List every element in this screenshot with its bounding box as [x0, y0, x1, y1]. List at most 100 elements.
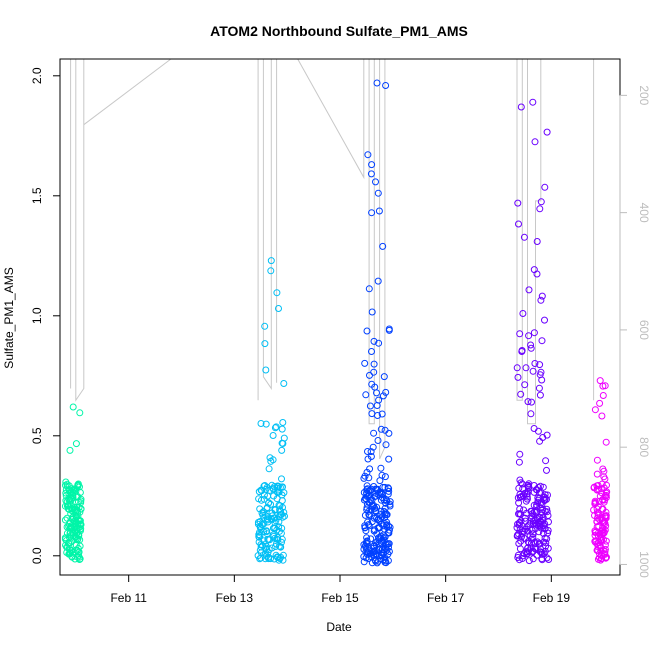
data-point	[276, 555, 284, 562]
data-point	[76, 542, 84, 550]
data-point	[523, 548, 531, 556]
data-point	[72, 487, 80, 495]
data-point	[266, 454, 274, 462]
data-point	[272, 517, 280, 525]
data-point	[278, 446, 286, 454]
data-point	[265, 465, 273, 473]
y2-tick-label: 800	[637, 437, 650, 457]
data-point	[379, 483, 387, 491]
data-point	[376, 477, 384, 485]
data-point	[530, 329, 538, 337]
data-point	[527, 344, 535, 352]
data-point	[534, 498, 542, 506]
data-point	[367, 448, 375, 456]
data-point	[380, 496, 388, 504]
data-point	[378, 410, 386, 418]
data-point	[261, 482, 269, 489]
data-point	[516, 510, 524, 518]
data-point-max	[69, 403, 77, 411]
data-point	[533, 270, 541, 278]
data-point	[385, 487, 393, 495]
data-point	[591, 497, 599, 505]
data-point-max	[373, 79, 381, 87]
data-point	[69, 515, 77, 523]
data-point	[271, 424, 279, 432]
data-point	[267, 555, 274, 563]
data-point	[368, 380, 376, 388]
data-point	[361, 359, 369, 367]
data-point	[602, 514, 610, 522]
y-tick-label: 2.0	[30, 67, 44, 84]
data-point	[363, 327, 371, 335]
data-point	[265, 499, 273, 507]
data-point	[543, 128, 551, 136]
data-point	[544, 544, 552, 552]
data-point	[66, 549, 74, 557]
data-point	[531, 138, 539, 146]
data-point	[603, 481, 610, 489]
data-point	[275, 518, 283, 526]
data-point	[67, 524, 75, 532]
data-point	[518, 347, 526, 354]
data-point	[370, 360, 378, 368]
data-point	[265, 553, 272, 561]
data-point	[590, 506, 598, 514]
chart-title: ATOM2 Northbound Sulfate_PM1_AMS	[210, 23, 468, 39]
data-point	[520, 506, 528, 514]
data-point	[529, 367, 537, 375]
data-point	[524, 544, 532, 552]
data-point	[384, 484, 392, 492]
y-tick-label: 1.5	[30, 187, 44, 204]
data-point	[593, 470, 601, 478]
data-point	[516, 330, 524, 338]
data-point	[383, 523, 391, 531]
data-point	[361, 511, 369, 519]
data-point	[382, 82, 390, 89]
data-point	[275, 305, 282, 312]
data-point	[545, 518, 552, 526]
data-point	[385, 429, 393, 437]
data-point	[270, 492, 278, 500]
data-point	[530, 266, 538, 274]
data-point	[523, 495, 531, 503]
data-point	[523, 490, 531, 498]
data-point	[517, 103, 525, 111]
data-point	[377, 539, 385, 547]
data-point	[542, 457, 550, 465]
data-point	[255, 533, 263, 541]
data-point	[375, 339, 383, 347]
data-point	[263, 528, 271, 536]
data-point	[516, 505, 524, 513]
data-point	[538, 337, 546, 345]
data-point	[383, 521, 391, 529]
x-axis: Feb 11 Feb 13 Feb 15 Feb 17 Feb 19	[110, 574, 570, 605]
pressure-trace-4	[297, 58, 365, 180]
data-point	[380, 531, 388, 539]
data-point	[361, 522, 369, 530]
flight-2-points	[254, 257, 288, 564]
data-point	[369, 443, 377, 451]
data-point	[61, 516, 69, 524]
data-point	[261, 340, 269, 348]
data-point	[602, 438, 610, 446]
data-point	[515, 530, 522, 538]
data-point	[514, 199, 522, 207]
data-point	[602, 491, 610, 499]
data-point	[69, 494, 77, 501]
data-point	[603, 488, 611, 496]
right-pressure-axis: 200 400 600 800 1000	[619, 85, 650, 578]
data-point	[257, 420, 265, 427]
data-point	[528, 398, 535, 406]
data-point	[515, 220, 522, 228]
data-point	[72, 522, 80, 530]
x-tick-label: Feb 11	[110, 591, 147, 605]
data-point	[273, 289, 281, 297]
data-point	[255, 488, 263, 496]
data-point	[524, 398, 532, 406]
data-point	[367, 170, 375, 178]
data-point	[370, 429, 378, 437]
data-point	[593, 456, 601, 464]
data-point	[280, 508, 288, 516]
data-point	[375, 524, 383, 532]
data-point	[538, 292, 546, 300]
